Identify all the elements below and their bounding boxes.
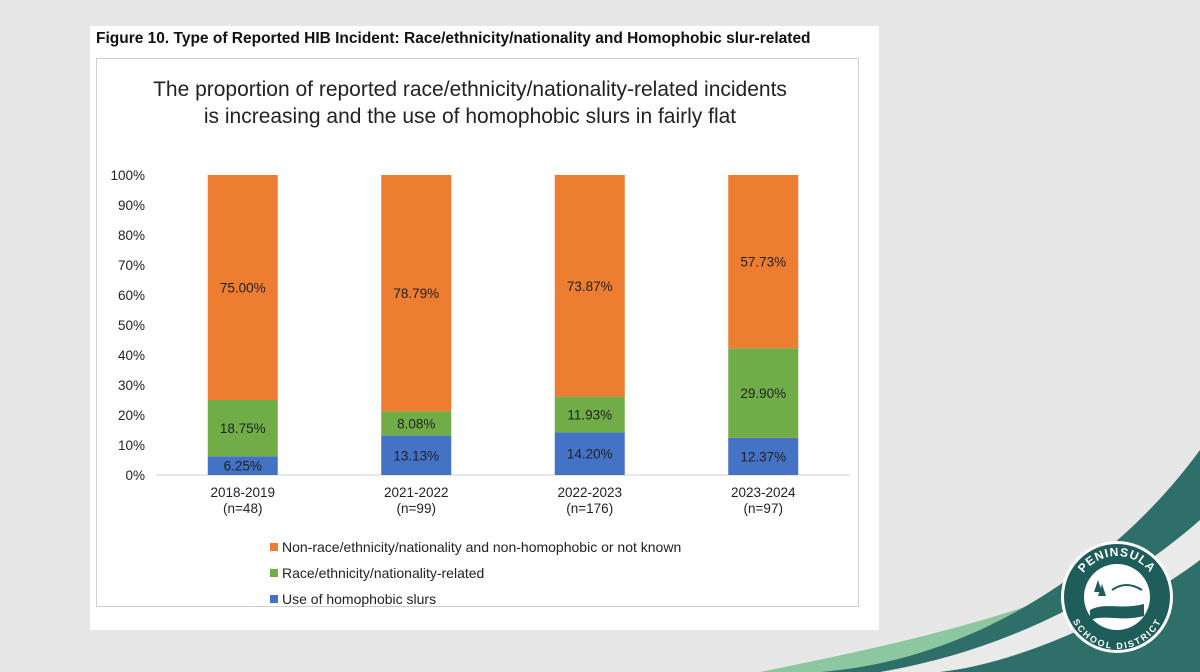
y-tick-label: 90%: [118, 198, 145, 213]
bar-segment: [728, 348, 799, 438]
y-tick-label: 40%: [118, 348, 145, 363]
data-label: 14.20%: [567, 447, 613, 462]
data-label: 13.13%: [393, 448, 439, 463]
y-tick-label: 20%: [118, 408, 145, 423]
x-category-n-label: (n=97): [744, 501, 783, 516]
stacked-bar-chart: 0% 10% 20% 30% 40% 50% 60% 70% 80% 90% 100% 6.25% 18…: [110, 168, 850, 516]
x-category-label: 2023-2024: [731, 485, 796, 500]
bar-segment: [554, 396, 625, 433]
x-category-n-label: (n=99): [397, 501, 436, 516]
y-tick-label: 70%: [118, 258, 145, 273]
legend-label: Use of homophobic slurs: [282, 591, 437, 607]
y-tick-label: 60%: [118, 288, 145, 303]
x-category-label: 2021-2022: [384, 485, 449, 500]
legend-item: Use of homophobic slurs: [270, 586, 681, 612]
legend-label: Non-race/ethnicity/nationality and non-h…: [282, 539, 682, 555]
data-label: 18.75%: [220, 421, 266, 436]
legend-swatch: [270, 569, 278, 577]
data-label: 73.87%: [567, 279, 613, 294]
data-label: 29.90%: [740, 386, 786, 401]
bar-segment: [554, 432, 625, 475]
bar-segment: [207, 456, 278, 475]
y-tick-label: 100%: [110, 168, 145, 183]
x-category-label: 2022-2023: [557, 485, 622, 500]
bar-segment: [381, 435, 452, 475]
bar-segment: [554, 175, 625, 397]
legend-item: Race/ethnicity/nationality-related: [270, 560, 681, 586]
x-category-n-label: (n=176): [566, 501, 613, 516]
chart-legend: Non-race/ethnicity/nationality and non-h…: [270, 534, 681, 612]
data-label: 78.79%: [393, 286, 439, 301]
legend-swatch: [270, 543, 278, 551]
y-tick-label: 30%: [118, 378, 145, 393]
figure-card: Figure 10. Type of Reported HIB Incident…: [90, 26, 879, 630]
legend-label: Race/ethnicity/nationality-related: [282, 565, 485, 581]
data-label: 57.73%: [740, 255, 786, 270]
data-label: 11.93%: [567, 408, 612, 423]
y-tick-label: 50%: [118, 318, 145, 333]
x-category-label: 2018-2019: [210, 485, 275, 500]
bar-segment: [207, 400, 278, 457]
bar-segment: [728, 175, 799, 349]
bar-segment: [381, 175, 452, 412]
y-tick-label: 0%: [125, 468, 145, 483]
peninsula-school-district-logo: PENINSULA SCHOOL DISTRICT: [1061, 541, 1173, 653]
data-label: 75.00%: [220, 281, 266, 296]
data-label: 8.08%: [397, 416, 435, 431]
chart-title: The proportion of reported race/ethnicit…: [153, 78, 787, 128]
data-label: 6.25%: [224, 459, 262, 474]
x-category-n-label: (n=48): [223, 501, 262, 516]
y-tick-label: 80%: [118, 228, 145, 243]
legend-swatch: [270, 595, 278, 603]
legend-item: Non-race/ethnicity/nationality and non-h…: [270, 534, 681, 560]
bar-segment: [728, 437, 799, 475]
y-tick-label: 10%: [118, 438, 145, 453]
bar-segment: [381, 411, 452, 436]
data-label: 12.37%: [740, 449, 786, 464]
bar-segment: [207, 175, 278, 400]
figure-caption: Figure 10. Type of Reported HIB Incident…: [96, 30, 811, 47]
